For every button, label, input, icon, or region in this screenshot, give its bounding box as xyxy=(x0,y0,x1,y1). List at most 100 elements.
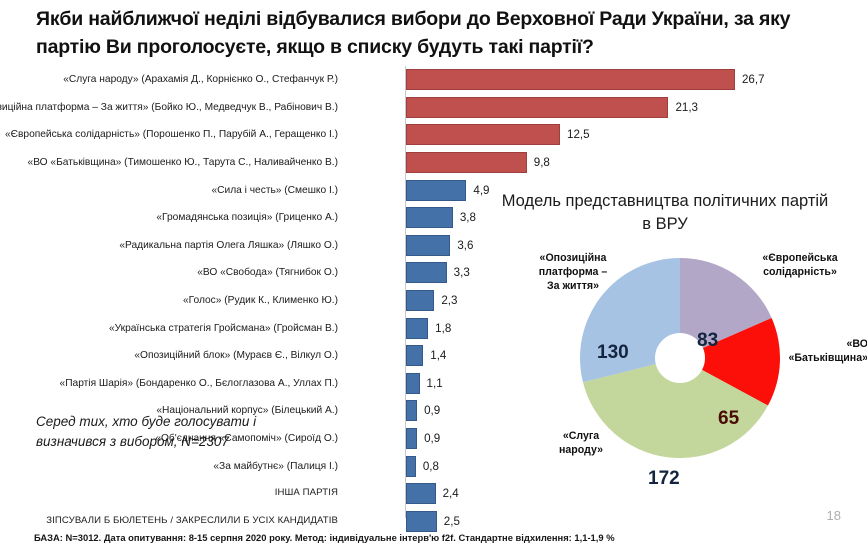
bar-row: «Європейська солідарність» (Порошенко П.… xyxy=(0,121,800,149)
bar-track: 12,5 xyxy=(406,121,590,149)
pie-label-line: солідарність» xyxy=(763,265,837,278)
bar-row: «Опозиційна платформа – За життя» (Бойко… xyxy=(0,94,800,122)
bar-track: 3,6 xyxy=(406,232,473,260)
bar-category-label: «За майбутнє» (Палиця І.) xyxy=(213,460,338,472)
pie-slice xyxy=(680,258,772,358)
pie-label-line: «Батьківщина» xyxy=(788,351,867,364)
bar-track: 0,9 xyxy=(406,397,440,425)
pie-label-line: «Слуга xyxy=(562,430,600,442)
bar-row: ІНША ПАРТІЯ 2,4 xyxy=(0,480,800,508)
bar-value-label: 12,5 xyxy=(567,128,590,142)
pie-label-line: народу» xyxy=(559,443,603,456)
pie-label-line: «Європейська xyxy=(762,252,838,264)
bar-track: 0,8 xyxy=(406,452,439,480)
bar-row: «Радикальна партія Олега Ляшка» (Ляшко О… xyxy=(0,232,800,260)
bar-value-label: 2,5 xyxy=(443,514,460,528)
pie-label-opposition-platform: «Опозиційна платформа – За життя» xyxy=(518,252,628,294)
bar-fill xyxy=(406,262,447,284)
bar-track: 4,9 xyxy=(406,176,490,204)
pie-label-line: За життя» xyxy=(547,279,599,292)
bar-row: «Слуга народу» (Арахамія Д., Корнієнко О… xyxy=(0,66,800,94)
pie-label-line: «Опозиційна xyxy=(539,252,607,264)
pie-slice xyxy=(580,258,680,383)
pie-value-sluha-narodu: 172 xyxy=(648,468,680,489)
bar-track: 2,4 xyxy=(406,480,459,508)
bar-category-label: «Партія Шарія» (Бондаренко О., Бєлоглазо… xyxy=(59,377,338,389)
bar-chart-axis xyxy=(405,66,406,518)
donut-svg xyxy=(580,258,780,458)
bar-track: 0,9 xyxy=(406,425,440,453)
bar-row: «Об'єднання «Самопоміч» (Сироїд О.) 0,9 xyxy=(0,425,800,453)
bar-value-label: 1,4 xyxy=(430,349,447,363)
bar-fill xyxy=(406,124,561,146)
bar-row: «Громадянська позиція» (Гриценко А.) 3,8 xyxy=(0,204,800,232)
bar-value-label: 1,1 xyxy=(426,376,443,390)
bar-fill xyxy=(406,317,429,339)
pie-label-sluha-narodu: «Слуга народу» xyxy=(542,430,620,458)
footer-note: БАЗА: N=3012. Дата опитування: 8-15 серп… xyxy=(34,532,615,543)
bar-track: 21,3 xyxy=(406,94,698,122)
pie-slice xyxy=(680,317,780,406)
bar-category-label: «Об'єднання «Самопоміч» (Сироїд О.) xyxy=(155,432,338,444)
pie-value-batkivshchyna: 65 xyxy=(718,408,740,429)
bar-track: 1,4 xyxy=(406,342,446,370)
bar-fill xyxy=(406,69,735,91)
bar-category-label: «Сила і честь» (Смешко І.) xyxy=(211,184,339,196)
pie-label-batkivshchyna: «ВО «Батьківщина» xyxy=(786,338,867,366)
bar-row: ЗІПСУВАЛИ Б БЮЛЕТЕНЬ / ЗАКРЕСЛИЛИ Б УСІХ… xyxy=(0,508,800,536)
bar-fill xyxy=(406,483,436,505)
bar-row: «Опозиційний блок» (Мураєв Є., Вілкул О.… xyxy=(0,342,800,370)
pie-label-line: «ВО xyxy=(846,338,867,350)
bar-track: 2,3 xyxy=(406,287,457,315)
bar-value-label: 3,3 xyxy=(453,266,470,280)
bar-category-label: «Європейська солідарність» (Порошенко П.… xyxy=(5,129,338,141)
bar-fill xyxy=(406,345,424,367)
bar-category-label: «Голос» (Рудик К., Клименко Ю.) xyxy=(183,294,338,306)
bar-fill xyxy=(406,455,416,477)
bar-category-label: «Національний корпус» (Білецький А.) xyxy=(156,405,338,417)
bar-fill xyxy=(406,400,418,422)
bar-value-label: 4,9 xyxy=(473,183,490,197)
pie-value-opposition-platform: 130 xyxy=(597,342,629,363)
bar-track: 1,8 xyxy=(406,314,451,342)
bar-row: «ВО «Свобода» (Тягнибок О.) 3,3 xyxy=(0,259,800,287)
sample-note: Серед тих, хто буде голосувати і визначи… xyxy=(36,414,257,449)
bar-value-label: 26,7 xyxy=(741,73,765,87)
bar-track: 2,5 xyxy=(406,508,460,536)
bar-row: «Голос» (Рудик К., Клименко Ю.) 2,3 xyxy=(0,287,800,315)
bar-category-label: ІНША ПАРТІЯ xyxy=(274,487,338,499)
bar-track: 9,8 xyxy=(406,149,550,177)
bar-value-label: 0,8 xyxy=(422,459,439,473)
pie-slice xyxy=(582,358,768,458)
bar-category-label: ЗІПСУВАЛИ Б БЮЛЕТЕНЬ / ЗАКРЕСЛИЛИ Б УСІХ… xyxy=(46,515,338,527)
pie-label-line: платформа – xyxy=(538,265,608,278)
bar-fill xyxy=(406,372,420,394)
bar-fill xyxy=(406,428,418,450)
bar-fill xyxy=(406,96,669,118)
bar-fill xyxy=(406,207,453,229)
bar-fill xyxy=(406,234,451,256)
bar-category-label: «Громадянська позиція» (Гриценко А.) xyxy=(156,212,338,224)
bar-fill xyxy=(406,152,527,174)
bar-category-label: «Опозиційна платформа – За життя» (Бойко… xyxy=(0,101,338,113)
bar-track: 3,8 xyxy=(406,204,476,232)
bar-value-label: 1,8 xyxy=(435,321,452,335)
bar-track: 1,1 xyxy=(406,370,443,398)
bar-track: 26,7 xyxy=(406,66,765,94)
bar-value-label: 9,8 xyxy=(533,156,550,170)
bar-track: 3,3 xyxy=(406,259,470,287)
bar-category-label: «ВО «Батьківщина» (Тимошенко Ю., Тарута … xyxy=(27,156,338,168)
bar-fill xyxy=(406,290,435,312)
bar-row: «ВО «Батьківщина» (Тимошенко Ю., Тарута … xyxy=(0,149,800,177)
pie-chart-title: Модель представництва політичних партій … xyxy=(501,192,829,233)
page-title: Якби найближчої неділі відбувалися вибор… xyxy=(36,8,791,58)
bar-fill xyxy=(406,179,467,201)
bar-value-label: 21,3 xyxy=(675,100,699,114)
bar-row: «Українська стратегія Гройсмана» (Гройсм… xyxy=(0,314,800,342)
bar-value-label: 0,9 xyxy=(424,432,441,446)
bar-category-label: «ВО «Свобода» (Тягнибок О.) xyxy=(197,267,338,279)
bar-value-label: 3,6 xyxy=(457,238,474,252)
bar-chart: «Слуга народу» (Арахамія Д., Корнієнко О… xyxy=(0,66,800,532)
bar-row: «За майбутнє» (Палиця І.) 0,8 xyxy=(0,452,800,480)
